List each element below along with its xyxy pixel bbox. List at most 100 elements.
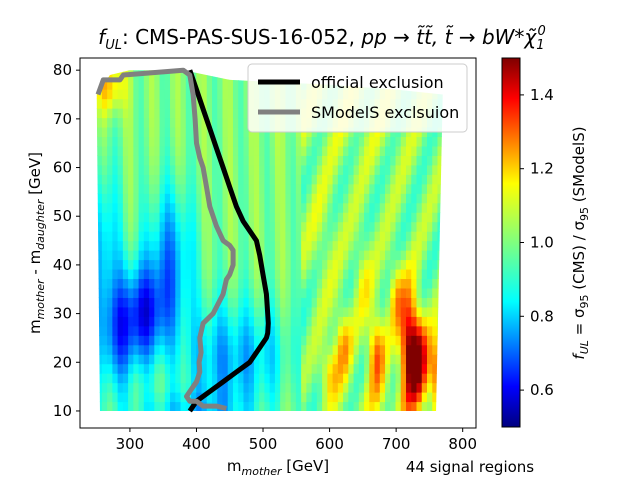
heatmap-cell (180, 250, 187, 261)
heatmap-cell (406, 164, 412, 175)
heatmap-cell (269, 174, 276, 185)
heatmap-cell (107, 145, 113, 156)
heatmap-cell (259, 354, 266, 365)
heatmap-cell (269, 145, 276, 156)
heatmap-cell (364, 344, 370, 355)
heatmap-cell (395, 335, 402, 346)
heatmap-cell (227, 382, 234, 393)
heatmap-cell (269, 183, 276, 194)
heatmap-cell (201, 335, 208, 346)
heatmap-cell (337, 250, 344, 261)
heatmap-cell (369, 382, 376, 393)
heatmap-cell (353, 373, 360, 384)
heatmap-cell (259, 344, 266, 355)
heatmap-cell (432, 306, 439, 317)
heatmap-cell (311, 202, 318, 213)
heatmap-cell (122, 136, 129, 147)
heatmap-cell (133, 259, 140, 270)
heatmap-cell (311, 259, 318, 270)
heatmap-cell (432, 250, 439, 261)
heatmap-cell (426, 193, 433, 204)
heatmap-cell (390, 202, 397, 213)
heatmap-cell (385, 278, 391, 289)
heatmap-cell (243, 108, 250, 119)
heatmap-cell (316, 316, 323, 327)
heatmap-cell (280, 354, 287, 365)
heatmap-cell (285, 354, 292, 365)
heatmap-cell (149, 136, 155, 147)
heatmap-cell (285, 164, 292, 175)
heatmap-cell (185, 250, 192, 261)
heatmap-cell (217, 287, 224, 298)
heatmap-cell (112, 259, 119, 270)
heatmap-cell (180, 155, 187, 166)
heatmap-cell (154, 287, 161, 298)
heatmap-cell (227, 145, 234, 156)
heatmap-cell (101, 155, 108, 166)
heatmap-cell (421, 174, 428, 185)
heatmap-cell (416, 306, 423, 317)
heatmap-cell (353, 287, 360, 298)
heatmap-cell (175, 231, 182, 242)
heatmap-cell (170, 117, 176, 128)
heatmap-cell (259, 363, 266, 374)
heatmap-cell (191, 297, 197, 308)
heatmap-cell (369, 287, 376, 298)
heatmap-cell (222, 363, 229, 374)
heatmap-cell (426, 363, 433, 374)
heatmap-cell (295, 155, 302, 166)
heatmap-cell (143, 164, 150, 175)
heatmap-cell (406, 335, 412, 346)
heatmap-cell (206, 325, 213, 336)
heatmap-cell (133, 221, 140, 232)
heatmap-cell (164, 373, 171, 384)
heatmap-cell (285, 316, 292, 327)
heatmap-cell (358, 136, 365, 147)
heatmap-cell (348, 136, 355, 147)
heatmap-cell (269, 392, 276, 403)
heatmap-cell (390, 250, 397, 261)
heatmap-cell (170, 392, 176, 403)
heatmap-cell (301, 259, 307, 270)
heatmap-cell (101, 108, 108, 119)
heatmap-cell (128, 193, 134, 204)
heatmap-cell (274, 212, 281, 223)
heatmap-cell (306, 155, 313, 166)
heatmap-cell (311, 278, 318, 289)
heatmap-cell (369, 231, 376, 242)
heatmap-cell (274, 373, 281, 384)
heatmap-cell (306, 250, 313, 261)
heatmap-cell (301, 278, 307, 289)
heatmap-cell (379, 268, 386, 280)
heatmap-cell (332, 164, 339, 175)
heatmap-cell (96, 155, 103, 166)
heatmap-cell (348, 250, 355, 261)
heatmap-cell (201, 354, 208, 365)
heatmap-cell (222, 250, 229, 261)
heatmap-cell (154, 268, 161, 280)
heatmap-cell (421, 354, 428, 365)
heatmap-cell (374, 363, 381, 374)
heatmap-cell (348, 382, 355, 393)
heatmap-cell (107, 344, 113, 355)
heatmap-cell (180, 126, 187, 138)
heatmap-cell (269, 250, 276, 261)
y-tick-label: 50 (53, 207, 72, 225)
heatmap-cell (374, 164, 381, 175)
heatmap-cell (280, 401, 287, 411)
heatmap-cell (269, 316, 276, 327)
heatmap-cell (385, 183, 391, 194)
heatmap-cell (374, 183, 381, 194)
heatmap-cell (327, 363, 334, 374)
heatmap-cell (238, 108, 245, 119)
heatmap-cell (212, 89, 218, 100)
heatmap-cell (369, 354, 376, 365)
x-tick-label: 700 (382, 435, 411, 453)
heatmap-cell (343, 306, 349, 317)
heatmap-cell (343, 297, 349, 308)
heatmap-cell (122, 155, 129, 166)
heatmap-cell (191, 155, 197, 166)
heatmap-cell (206, 174, 213, 185)
heatmap-cell (316, 268, 323, 280)
heatmap-cell (411, 278, 418, 289)
